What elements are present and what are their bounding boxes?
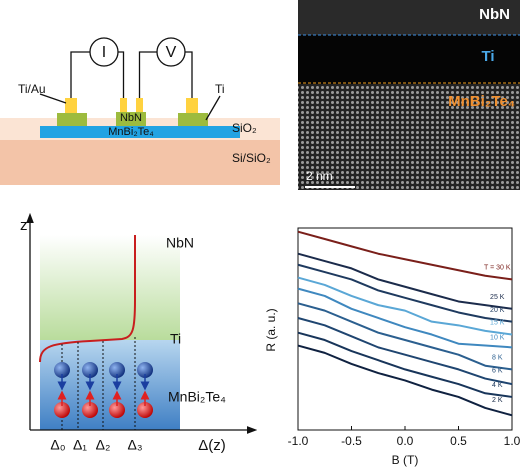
x-tick-label: -1.0 xyxy=(288,434,309,448)
label: MnBi₂Te₄ xyxy=(108,126,154,138)
series-label: 6 K xyxy=(492,367,503,374)
label: Ti xyxy=(170,331,181,347)
label: Ti/Au xyxy=(18,82,46,96)
series-line xyxy=(297,287,513,349)
label: V xyxy=(166,44,177,61)
label: 2 nm xyxy=(306,169,333,183)
axis-label: Δ(z) xyxy=(198,437,226,454)
series-line xyxy=(297,302,513,371)
series-line xyxy=(297,317,513,386)
gap-label: Δ₀ xyxy=(50,437,65,453)
label: NbN xyxy=(479,6,510,23)
series-line xyxy=(297,344,513,417)
x-tick-label: 0.0 xyxy=(397,434,414,448)
x-tick-label: -0.5 xyxy=(341,434,362,448)
axis-label: z xyxy=(20,217,28,234)
tem-image: NbN Ti MnBi₂Te₄ 2 nm xyxy=(298,0,520,190)
chart: R (a. u.) B (T) -1.0 -0.5 0.0 0.5 1.0 T = 30 … xyxy=(264,227,520,467)
x-tick-label: 1.0 xyxy=(504,434,520,448)
series-line xyxy=(297,230,513,281)
series-line xyxy=(297,276,513,336)
label: NbN xyxy=(120,112,142,124)
gap-label: Δ₁ xyxy=(73,437,87,453)
label: NbN xyxy=(166,235,194,251)
label: SiO₂ xyxy=(232,121,257,135)
gap-label: Δ₃ xyxy=(127,437,142,453)
gap-profile: z NbN Ti MnBi₂Te₄ Δ₀ Δ₁ Δ₂ Δ₃ Δ(z) xyxy=(20,212,258,454)
series-line xyxy=(297,252,513,310)
label: I xyxy=(102,44,106,61)
x-axis-label: B (T) xyxy=(392,453,419,467)
y-axis-label: R (a. u.) xyxy=(264,308,278,351)
series-label: 2 K xyxy=(492,397,503,404)
series-label: 8 K xyxy=(492,355,503,362)
series-label: 25 K xyxy=(490,294,505,301)
label: Ti xyxy=(481,48,494,65)
label: MnBi₂Te₄ xyxy=(168,389,226,405)
series-label: 4 K xyxy=(492,382,503,389)
label: MnBi₂Te₄ xyxy=(448,93,515,110)
label: Si/SiO₂ xyxy=(232,151,271,165)
series-label: T = 30 K xyxy=(484,265,511,272)
x-tick-label: 0.5 xyxy=(450,434,467,448)
series-line xyxy=(297,331,513,398)
device-schematic: Ti/Au I V NbN Ti MnBi₂Te₄ SiO₂ Si/SiO₂ xyxy=(0,37,280,185)
gap-label: Δ₂ xyxy=(96,437,111,453)
series-label: 15 K xyxy=(490,320,505,327)
series-label: 20 K xyxy=(490,307,505,314)
label: Ti xyxy=(215,82,225,96)
series-line xyxy=(297,263,513,323)
series-label: 10 K xyxy=(490,334,505,341)
